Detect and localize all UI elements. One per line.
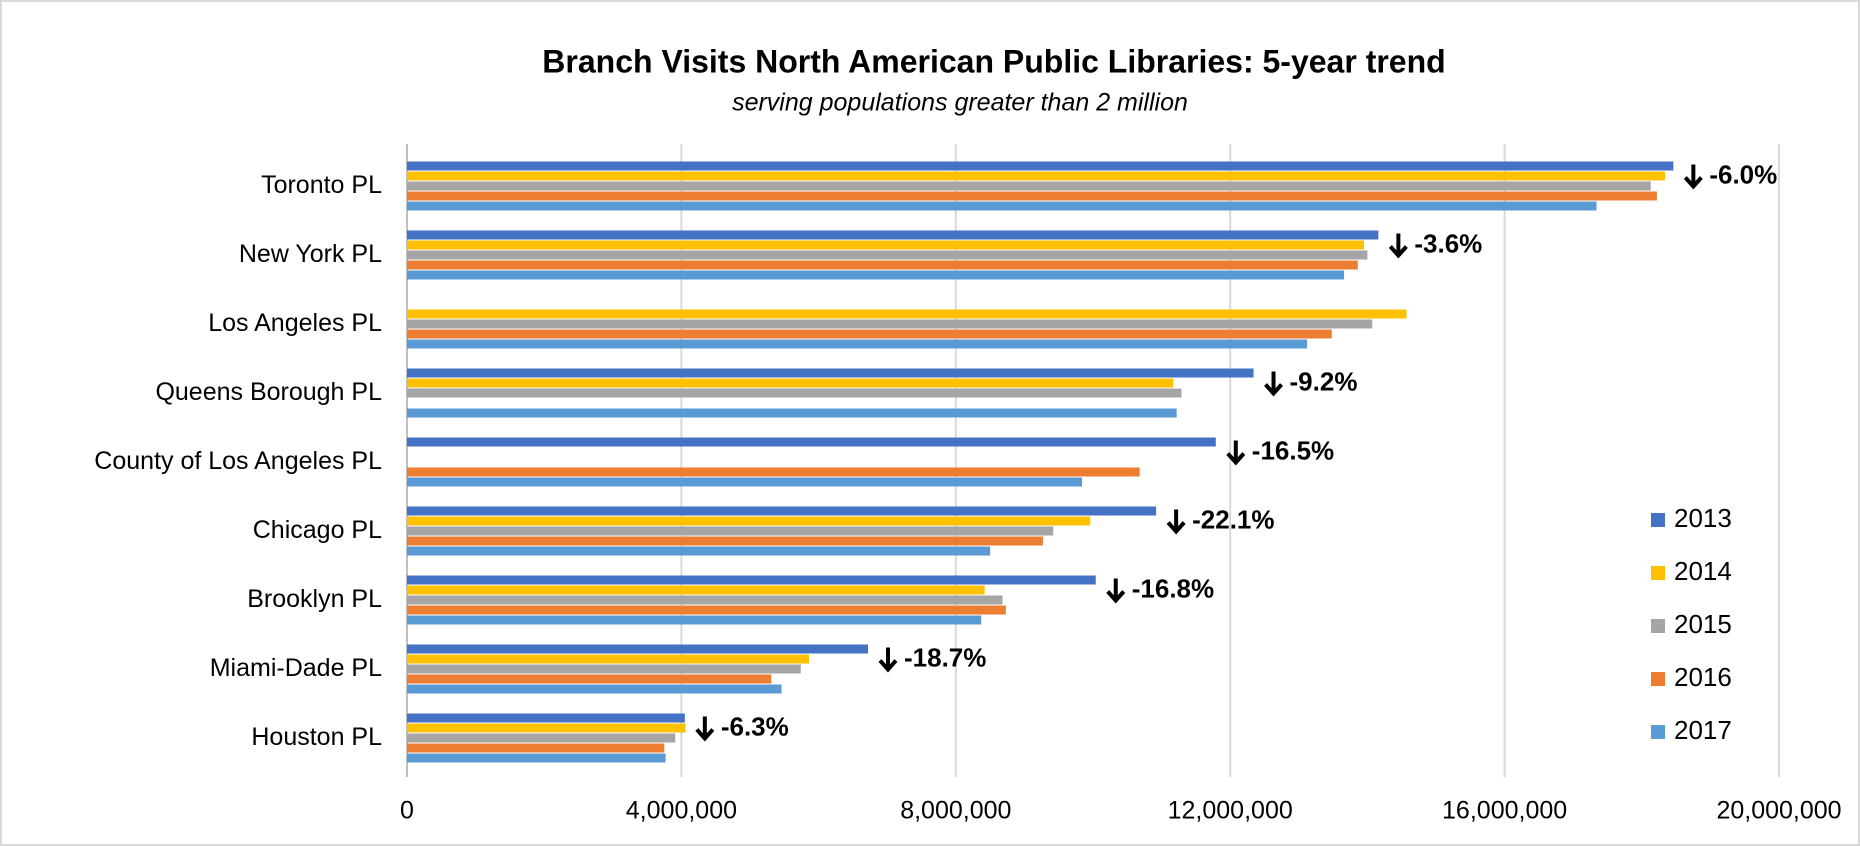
bar — [407, 605, 1006, 615]
bar — [407, 684, 782, 694]
y-tick-label: Houston PL — [251, 723, 382, 751]
bar — [407, 319, 1373, 329]
x-tick-label: 8,000,000 — [900, 797, 1011, 825]
bar — [407, 615, 982, 625]
x-tick-label: 12,000,000 — [1168, 797, 1293, 825]
bar — [407, 368, 1254, 378]
bar — [407, 654, 809, 664]
bar — [407, 506, 1157, 516]
legend-label: 2014 — [1674, 556, 1732, 586]
annotation: -6.0% — [1709, 159, 1777, 189]
bar — [407, 161, 1674, 171]
bar — [407, 536, 1043, 546]
y-tick-label: New York PL — [239, 240, 382, 268]
bar — [407, 674, 772, 684]
arrow-icon — [695, 716, 715, 742]
bar — [407, 526, 1054, 536]
bar — [407, 595, 1003, 605]
bar — [407, 437, 1216, 447]
x-tick-label: 0 — [400, 797, 414, 825]
y-tick-label: Chicago PL — [253, 516, 382, 544]
legend-swatch — [1651, 566, 1665, 580]
annotation: -3.6% — [1414, 228, 1482, 258]
bar — [407, 664, 801, 674]
x-tick-label: 16,000,000 — [1442, 797, 1567, 825]
trend-arrow — [695, 716, 715, 742]
arrow-icon — [1264, 371, 1284, 397]
bar — [407, 733, 676, 743]
trend-arrow — [1264, 371, 1284, 397]
y-tick-label: Toronto PL — [261, 171, 382, 199]
trend-arrow — [1388, 233, 1408, 259]
legend-label: 2016 — [1674, 662, 1732, 692]
arrow-icon — [1226, 440, 1246, 466]
bar — [407, 191, 1657, 201]
trend-arrow — [1166, 509, 1186, 535]
bar — [407, 250, 1368, 260]
x-tick-label: 20,000,000 — [1716, 797, 1841, 825]
bar — [407, 477, 1083, 487]
bar — [407, 546, 991, 556]
bar — [407, 713, 685, 723]
bar — [407, 585, 985, 595]
annotation: -18.7% — [904, 642, 986, 672]
bar — [407, 388, 1182, 398]
annotation: -6.3% — [721, 711, 789, 741]
chart-subtitle: serving populations greater than 2 milli… — [732, 89, 1188, 117]
legend-label: 2015 — [1674, 609, 1732, 639]
annotation: -16.5% — [1252, 435, 1334, 465]
bar — [407, 753, 666, 763]
arrow-icon — [1106, 578, 1126, 604]
annotation: -16.8% — [1132, 573, 1214, 603]
arrow-icon — [878, 647, 898, 673]
chart-title: Branch Visits North American Public Libr… — [542, 43, 1445, 79]
bar — [407, 181, 1651, 191]
y-tick-label: Queens Borough PL — [155, 378, 382, 406]
y-tick-label: County of Los Angeles PL — [94, 447, 382, 475]
legend-swatch — [1651, 672, 1665, 686]
bar — [407, 467, 1140, 477]
bar — [407, 230, 1379, 240]
arrow-icon — [1683, 164, 1703, 190]
bar — [407, 240, 1364, 250]
bar — [407, 201, 1597, 211]
trend-arrow — [1226, 440, 1246, 466]
bar — [407, 309, 1407, 319]
bar — [407, 171, 1666, 181]
bar — [407, 408, 1177, 418]
trend-arrow — [1683, 164, 1703, 190]
annotation: -22.1% — [1192, 504, 1274, 534]
bar — [407, 339, 1308, 349]
annotation: -9.2% — [1290, 366, 1358, 396]
legend-swatch — [1651, 725, 1665, 739]
y-tick-label: Miami-Dade PL — [210, 654, 382, 682]
legend-swatch — [1651, 619, 1665, 633]
bar — [407, 516, 1091, 526]
bar — [407, 644, 868, 654]
x-tick-label: 4,000,000 — [626, 797, 737, 825]
bar — [407, 743, 665, 753]
bar — [407, 260, 1358, 270]
bar — [407, 378, 1174, 388]
legend-swatch — [1651, 513, 1665, 527]
bar — [407, 270, 1345, 280]
y-tick-label: Brooklyn PL — [247, 585, 382, 613]
arrow-icon — [1388, 233, 1408, 259]
legend-label: 2017 — [1674, 715, 1732, 745]
bar — [407, 575, 1096, 585]
trend-arrow — [1106, 578, 1126, 604]
bar — [407, 329, 1332, 339]
trend-arrow — [878, 647, 898, 673]
arrow-icon — [1166, 509, 1186, 535]
bar — [407, 723, 686, 733]
y-tick-label: Los Angeles PL — [208, 309, 382, 337]
legend-label: 2013 — [1674, 503, 1732, 533]
